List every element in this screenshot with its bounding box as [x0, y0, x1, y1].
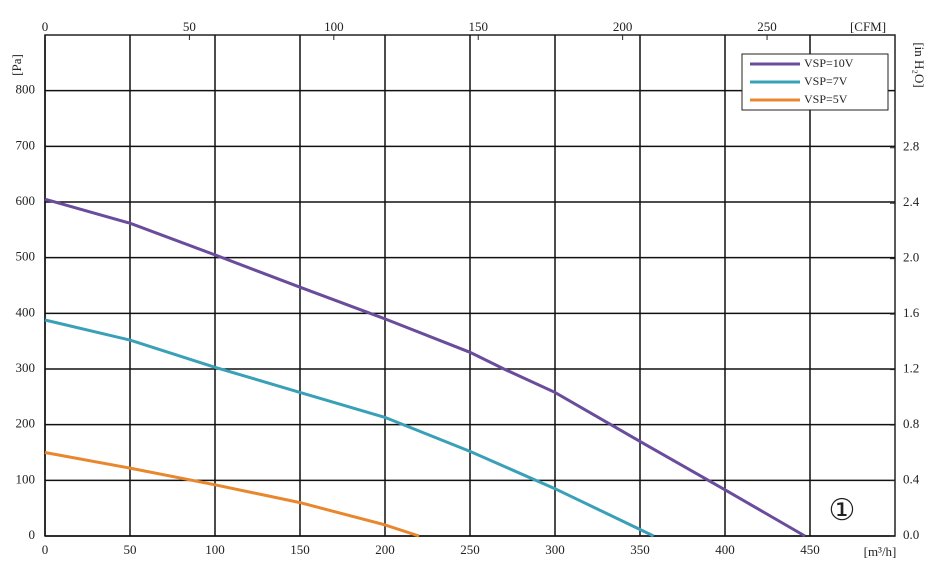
legend-label: VSP=10V [804, 56, 854, 70]
y-tick-label: 200 [16, 416, 36, 431]
x-tick-label: 400 [715, 542, 735, 557]
x-tick-label: 300 [545, 542, 565, 557]
legend-label: VSP=5V [804, 92, 848, 106]
series-line [44, 451, 420, 538]
x2-tick-label: 250 [757, 19, 777, 34]
x-tick-label: 50 [124, 542, 137, 557]
y-tick-label: 300 [16, 360, 36, 375]
y-tick-label: 600 [16, 193, 36, 208]
x2-tick-label: 50 [183, 19, 196, 34]
y2-tick-label: 0.4 [903, 472, 920, 487]
x-tick-label: 350 [630, 542, 650, 557]
x2-tick-label: 100 [324, 19, 344, 34]
y-axis-label: [Pa] [9, 54, 24, 76]
x2-axis-label: [CFM] [850, 19, 886, 34]
x2-tick-label: 200 [613, 19, 633, 34]
x-tick-label: 250 [460, 542, 480, 557]
x2-tick-label: 150 [468, 19, 488, 34]
y2-tick-label: 0.0 [903, 527, 919, 542]
y-tick-label: 400 [16, 304, 36, 319]
y2-tick-label: 0.8 [903, 416, 919, 431]
x-tick-label: 0 [42, 542, 49, 557]
x-axis-label: [m³/h] [864, 544, 897, 559]
x2-tick-label: 0 [42, 19, 49, 34]
y-tick-label: 0 [29, 527, 36, 542]
y-tick-label: 100 [16, 471, 36, 486]
x-tick-label: 150 [290, 542, 310, 557]
y2-tick-label: 2.0 [903, 250, 919, 265]
series-line [44, 318, 655, 538]
x-tick-label: 100 [205, 542, 225, 557]
y-tick-label: 800 [16, 82, 36, 97]
y2-tick-label: 2.8 [903, 139, 919, 154]
y2-tick-label: 1.2 [903, 361, 919, 376]
y2-tick-label: 1.6 [903, 305, 920, 320]
y2-tick-label: 2.4 [903, 194, 920, 209]
y-tick-label: 500 [16, 249, 36, 264]
annotation: ① [829, 494, 856, 527]
series-line [44, 197, 806, 538]
y-tick-label: 700 [16, 137, 36, 152]
x-tick-label: 450 [800, 542, 820, 557]
legend-label: VSP=7V [804, 74, 848, 88]
x-tick-label: 200 [375, 542, 395, 557]
y2-axis-label: [in H₂O] [912, 42, 927, 87]
